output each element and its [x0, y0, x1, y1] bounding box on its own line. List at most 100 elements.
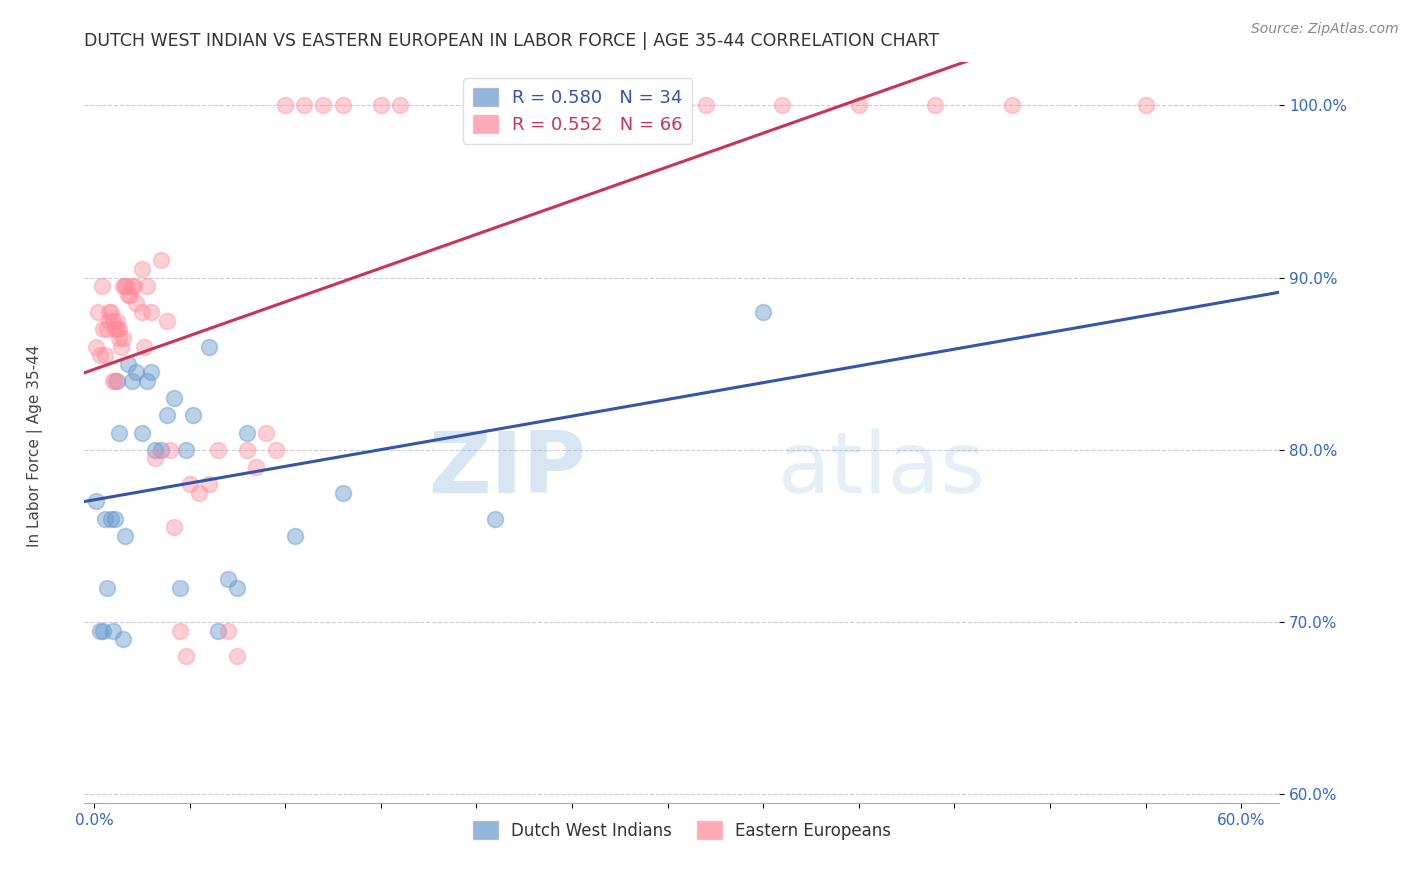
Point	[94, 348, 117, 362]
Point	[388, 98, 411, 112]
Point	[292, 98, 315, 112]
Point	[110, 339, 132, 353]
Point	[125, 365, 148, 379]
Point	[84, 339, 107, 353]
Point	[217, 624, 239, 638]
Point	[141, 365, 163, 379]
Point	[155, 314, 177, 328]
Point	[101, 374, 124, 388]
Point	[100, 305, 122, 319]
Point	[226, 581, 249, 595]
Point	[121, 374, 143, 388]
Point	[120, 288, 142, 302]
Point	[236, 425, 259, 440]
Point	[924, 98, 946, 112]
Point	[163, 391, 186, 405]
Point	[107, 322, 129, 336]
Point	[264, 442, 287, 457]
Point	[111, 279, 134, 293]
Text: atlas: atlas	[778, 428, 986, 511]
Point	[111, 632, 134, 647]
Point	[101, 314, 124, 328]
Point	[370, 98, 392, 112]
Point	[207, 624, 229, 638]
Point	[484, 98, 506, 112]
Text: Source: ZipAtlas.com: Source: ZipAtlas.com	[1251, 22, 1399, 37]
Point	[159, 442, 181, 457]
Point	[143, 451, 166, 466]
Point	[136, 374, 159, 388]
Point	[143, 442, 166, 457]
Point	[104, 512, 127, 526]
Point	[100, 512, 122, 526]
Point	[114, 529, 136, 543]
Point	[105, 314, 128, 328]
Point	[104, 322, 127, 336]
Point	[98, 314, 121, 328]
Point	[284, 529, 307, 543]
Point	[136, 279, 159, 293]
Text: In Labor Force | Age 35-44: In Labor Force | Age 35-44	[27, 345, 44, 547]
Point	[93, 624, 115, 638]
Point	[96, 581, 118, 595]
Point	[179, 477, 201, 491]
Point	[107, 425, 129, 440]
Point	[245, 460, 267, 475]
Point	[169, 581, 191, 595]
Point	[98, 305, 121, 319]
Point	[115, 279, 138, 293]
Point	[131, 305, 153, 319]
Point	[197, 477, 219, 491]
Point	[503, 98, 526, 112]
Point	[169, 624, 191, 638]
Text: ZIP: ZIP	[429, 428, 586, 511]
Point	[89, 348, 111, 362]
Point	[155, 409, 177, 423]
Point	[114, 279, 136, 293]
Point	[1001, 98, 1024, 112]
Point	[111, 331, 134, 345]
Point	[484, 512, 506, 526]
Point	[848, 98, 870, 112]
Point	[90, 279, 112, 293]
Point	[149, 253, 172, 268]
Point	[117, 288, 139, 302]
Point	[207, 442, 229, 457]
Point	[96, 322, 118, 336]
Point	[188, 486, 211, 500]
Point	[217, 572, 239, 586]
Point	[132, 339, 155, 353]
Point	[105, 322, 128, 336]
Point	[104, 374, 127, 388]
Point	[149, 442, 172, 457]
Point	[107, 331, 129, 345]
Point	[125, 296, 148, 310]
Point	[541, 98, 564, 112]
Point	[174, 649, 197, 664]
Point	[254, 425, 277, 440]
Point	[94, 512, 117, 526]
Point	[183, 409, 205, 423]
Point	[236, 442, 259, 457]
Point	[101, 624, 124, 638]
Legend: Dutch West Indians, Eastern Europeans: Dutch West Indians, Eastern Europeans	[465, 814, 898, 847]
Text: DUTCH WEST INDIAN VS EASTERN EUROPEAN IN LABOR FORCE | AGE 35-44 CORRELATION CHA: DUTCH WEST INDIAN VS EASTERN EUROPEAN IN…	[84, 32, 939, 50]
Point	[695, 98, 717, 112]
Point	[619, 98, 641, 112]
Point	[87, 305, 110, 319]
Point	[117, 357, 139, 371]
Point	[226, 649, 249, 664]
Point	[84, 494, 107, 508]
Point	[122, 279, 145, 293]
Point	[332, 98, 354, 112]
Point	[131, 262, 153, 277]
Point	[105, 374, 128, 388]
Point	[197, 339, 219, 353]
Point	[1135, 98, 1157, 112]
Point	[89, 624, 111, 638]
Point	[174, 442, 197, 457]
Point	[752, 305, 775, 319]
Point	[131, 425, 153, 440]
Point	[163, 520, 186, 534]
Point	[141, 305, 163, 319]
